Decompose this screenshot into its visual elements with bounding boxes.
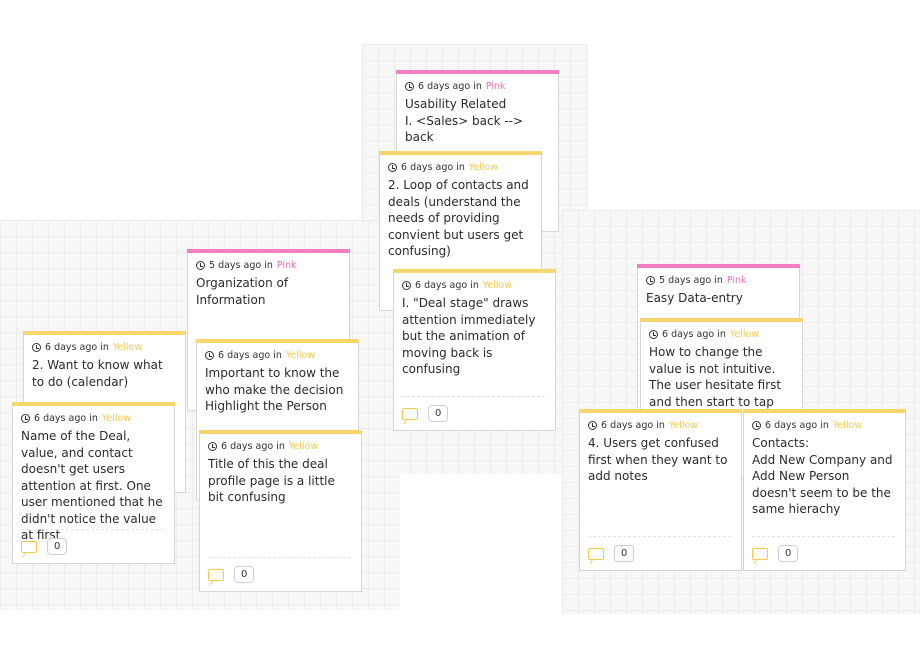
- note-color-label[interactable]: Yellow: [668, 420, 699, 431]
- note-color-bar: [393, 269, 556, 273]
- note-text: 4. Users get confused first when they wa…: [588, 436, 728, 483]
- note-color-bar: [379, 151, 542, 155]
- note-color-label[interactable]: Pink: [485, 81, 506, 92]
- note-footer: 0: [208, 557, 351, 583]
- note-color-label[interactable]: Pink: [276, 260, 297, 271]
- comment-icon[interactable]: [208, 568, 224, 581]
- clock-icon: [752, 421, 761, 430]
- note-color-bar: [12, 402, 175, 406]
- note-text: 2. Want to know what to do (calendar): [32, 358, 163, 389]
- note-footer: 0: [588, 536, 731, 562]
- sticky-note[interactable]: 6 days ago in Yellow 4. Users get confuse…: [579, 409, 742, 571]
- note-time: 6 days ago in: [662, 329, 726, 340]
- note-text: Contacts: Add New Company and Add New Pe…: [752, 436, 893, 516]
- comment-count[interactable]: 0: [47, 538, 68, 555]
- note-time: 6 days ago in: [221, 441, 285, 452]
- note-footer: 0: [21, 529, 164, 555]
- note-color-bar: [23, 331, 186, 335]
- note-time: 6 days ago in: [765, 420, 829, 431]
- clock-icon: [405, 82, 414, 91]
- note-color-label[interactable]: Yellow: [112, 342, 143, 353]
- clock-icon: [588, 421, 597, 430]
- note-time: 6 days ago in: [418, 81, 482, 92]
- clock-icon: [205, 351, 214, 360]
- note-color-label[interactable]: Yellow: [285, 350, 316, 361]
- note-time: 5 days ago in: [209, 260, 273, 271]
- comment-icon[interactable]: [402, 407, 418, 420]
- clock-icon: [646, 276, 655, 285]
- comment-count[interactable]: 0: [234, 566, 255, 583]
- note-color-label[interactable]: Yellow: [729, 329, 760, 340]
- note-color-bar: [187, 249, 350, 253]
- note-time: 6 days ago in: [45, 342, 109, 353]
- clock-icon: [32, 343, 41, 352]
- note-color-bar: [199, 430, 362, 434]
- note-time: 6 days ago in: [401, 162, 465, 173]
- note-color-label[interactable]: Pink: [726, 275, 747, 286]
- note-color-bar: [579, 409, 742, 413]
- comment-icon[interactable]: [588, 547, 604, 560]
- note-text: Usability Related I. <Sales> back --> ba…: [405, 97, 524, 144]
- note-text: Easy Data-entry: [646, 291, 743, 305]
- note-color-bar: [196, 339, 359, 343]
- note-time: 6 days ago in: [34, 413, 98, 424]
- note-time: 6 days ago in: [601, 420, 665, 431]
- note-color-bar: [640, 318, 803, 322]
- note-color-label[interactable]: Yellow: [832, 420, 863, 431]
- note-color-bar: [396, 70, 559, 74]
- note-text: I. "Deal stage" draws attention immediat…: [402, 296, 536, 376]
- comment-icon[interactable]: [752, 547, 768, 560]
- clock-icon: [196, 261, 205, 270]
- sticky-note[interactable]: 6 days ago in Yellow Title of this the de…: [199, 430, 362, 592]
- comment-count[interactable]: 0: [778, 545, 799, 562]
- note-time: 5 days ago in: [659, 275, 723, 286]
- note-text: Important to know the who make the decis…: [205, 366, 344, 413]
- sticky-note[interactable]: 6 days ago in Yellow I. "Deal stage" draw…: [393, 269, 556, 431]
- note-text: Name of the Deal, value, and contact doe…: [21, 429, 163, 542]
- clock-icon: [649, 330, 658, 339]
- note-color-label[interactable]: Yellow: [468, 162, 499, 173]
- note-color-label[interactable]: Yellow: [288, 441, 319, 452]
- comment-count[interactable]: 0: [428, 405, 449, 422]
- note-text: 2. Loop of contacts and deals (understan…: [388, 178, 529, 258]
- clock-icon: [21, 414, 30, 423]
- note-color-label[interactable]: Yellow: [101, 413, 132, 424]
- note-text: Organization of Information: [196, 276, 289, 307]
- sticky-note[interactable]: 6 days ago in Yellow Name of the Deal, va…: [12, 402, 175, 564]
- clock-icon: [388, 163, 397, 172]
- note-color-label[interactable]: Yellow: [482, 280, 513, 291]
- clock-icon: [208, 442, 217, 451]
- note-footer: 0: [752, 536, 895, 562]
- note-color-bar: [637, 264, 800, 268]
- clock-icon: [402, 281, 411, 290]
- note-time: 6 days ago in: [218, 350, 282, 361]
- sticky-note[interactable]: 6 days ago in Yellow Contacts: Add New Co…: [743, 409, 906, 571]
- note-footer: 0: [402, 396, 545, 422]
- note-text: Title of this the deal profile page is a…: [208, 457, 335, 504]
- note-text: How to change the value is not intuitive…: [649, 345, 782, 425]
- comment-count[interactable]: 0: [614, 545, 635, 562]
- note-color-bar: [743, 409, 906, 413]
- comment-icon[interactable]: [21, 540, 37, 553]
- note-time: 6 days ago in: [415, 280, 479, 291]
